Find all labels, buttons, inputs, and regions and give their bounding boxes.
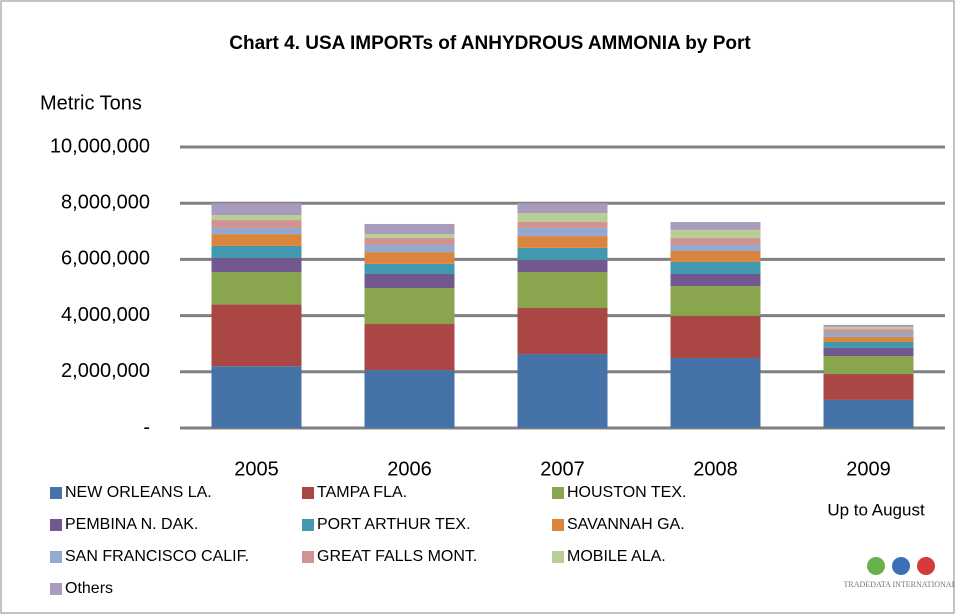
bar-segment: [211, 220, 302, 228]
legend-swatch: [302, 487, 314, 499]
x-tick-label: 2008: [693, 458, 738, 480]
annotation: Up to August: [827, 500, 925, 519]
x-tick-label: 2006: [387, 458, 432, 480]
bar-segment: [364, 223, 455, 235]
y-tick-label: 2,000,000: [61, 360, 150, 382]
bar-segment: [823, 356, 914, 375]
legend-swatch: [552, 487, 564, 499]
bar-segment: [517, 308, 608, 355]
legend-swatch: [50, 519, 62, 531]
legend-swatch: [302, 519, 314, 531]
bar-segment: [670, 315, 761, 359]
legend-label: TAMPA FLA.: [317, 484, 407, 501]
legend-label: GREAT FALLS MONT.: [317, 548, 477, 565]
bar-segment: [364, 238, 455, 246]
bar-segment: [517, 213, 608, 223]
bar-segment: [823, 324, 914, 328]
bar-segment: [823, 327, 914, 330]
bar-segment: [823, 329, 914, 334]
bar-segment: [823, 333, 914, 337]
legend-swatch: [50, 487, 62, 499]
legend-label: SAN FRANCISCO CALIF.: [65, 548, 249, 565]
bar-segment: [670, 286, 761, 316]
bar-segment: [823, 342, 914, 348]
bar-segment: [211, 227, 302, 235]
legend-label: PEMBINA N. DAK.: [65, 516, 198, 533]
bar-segment: [517, 222, 608, 228]
x-tick-label: 2005: [234, 458, 279, 480]
bar-segment: [211, 257, 302, 273]
bar-segment: [670, 229, 761, 239]
bar-segment: [211, 215, 302, 221]
bar-segment: [517, 227, 608, 237]
bar-segment: [670, 238, 761, 246]
bar-segment: [670, 250, 761, 262]
bar-segment: [211, 366, 302, 428]
x-tick-label: 2007: [540, 458, 585, 480]
x-tick-label: 2009: [846, 458, 891, 480]
bar-segment: [823, 347, 914, 357]
legend-label: NEW ORLEANS LA.: [65, 484, 212, 501]
y-tick-label: 8,000,000: [61, 191, 150, 213]
y-tick-label: 4,000,000: [61, 304, 150, 326]
bar-segment: [823, 399, 914, 428]
legend-label: SAVANNAH GA.: [567, 516, 685, 533]
bar-segment: [517, 354, 608, 428]
bar-segment: [364, 324, 455, 371]
y-tick-label: 10,000,000: [50, 135, 150, 157]
bar-segment: [364, 252, 455, 264]
bar-segment: [364, 263, 455, 275]
bar-segment: [670, 358, 761, 428]
logo-text: TRADEDATA INTERNATIONAL: [844, 580, 955, 589]
legend-label: HOUSTON TEX.: [567, 484, 686, 501]
y-axis-label: Metric Tons: [40, 92, 142, 114]
chart-title: Chart 4. USA IMPORTs of ANHYDROUS AMMONI…: [229, 33, 751, 54]
bar-segment: [823, 374, 914, 400]
bar-segment: [211, 304, 302, 367]
bar-segment: [517, 272, 608, 309]
bar-segment: [823, 336, 914, 343]
legend-swatch: [50, 551, 62, 563]
bar-segment: [517, 259, 608, 273]
legend-swatch: [302, 551, 314, 563]
bar-segment: [517, 203, 608, 214]
bar-segment: [364, 288, 455, 325]
bar-segment: [211, 203, 302, 216]
bar-segment: [211, 272, 302, 305]
legend-swatch: [552, 551, 564, 563]
bar-segment: [670, 274, 761, 287]
bar-segment: [670, 261, 761, 275]
bar-segment: [517, 236, 608, 248]
bar-segment: [517, 247, 608, 260]
legend-swatch: [552, 519, 564, 531]
bar-segment: [670, 222, 761, 230]
bar-segment: [670, 245, 761, 251]
y-tick-label: -: [143, 416, 150, 438]
bar-segment: [364, 245, 455, 253]
bar-segment: [364, 234, 455, 239]
y-tick-label: 6,000,000: [61, 248, 150, 270]
legend-swatch: [50, 583, 62, 595]
bar-segment: [211, 245, 302, 258]
bar-segment: [364, 274, 455, 289]
legend-label: PORT ARTHUR TEX.: [317, 516, 471, 533]
bar-segment: [211, 234, 302, 246]
legend-label: MOBILE ALA.: [567, 548, 666, 565]
logo-icons: [867, 557, 935, 575]
legend-label: Others: [65, 580, 113, 597]
bar-segment: [364, 370, 455, 428]
